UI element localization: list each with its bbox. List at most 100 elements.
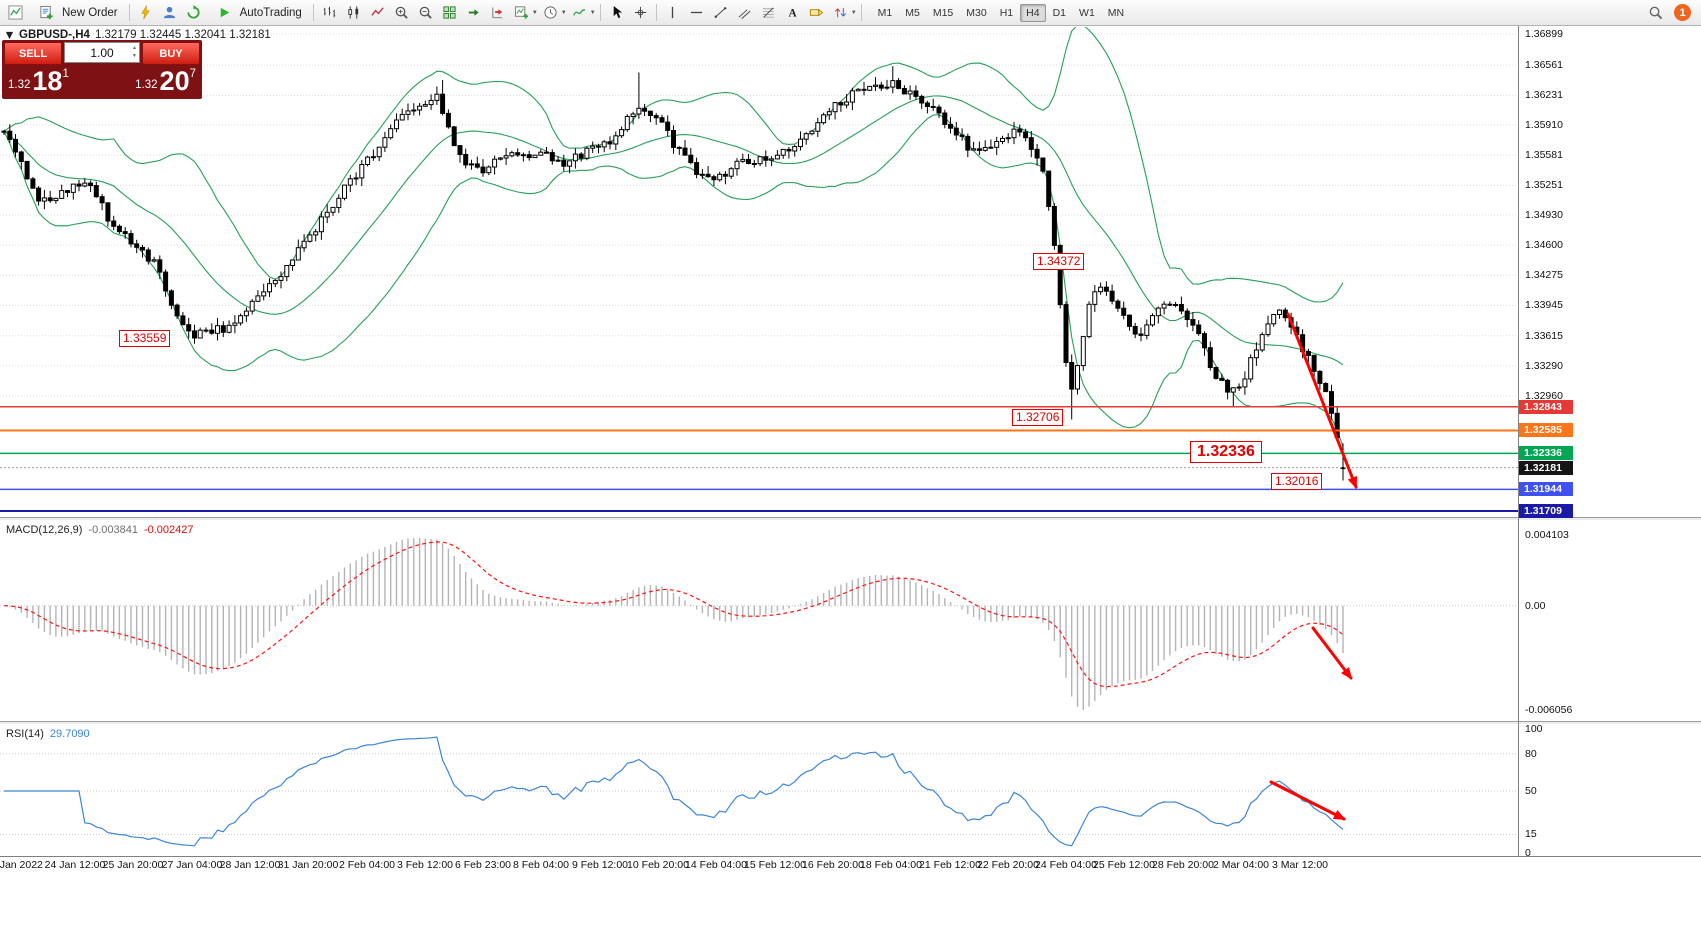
- cursor-icon[interactable]: [605, 1, 628, 24]
- timeframe-button-m1[interactable]: M1: [877, 6, 893, 19]
- timeframe-button-w1[interactable]: W1: [1079, 6, 1095, 19]
- candle-body: [1040, 157, 1046, 172]
- candlestick-chart-icon[interactable]: [342, 1, 365, 24]
- candle-body: [93, 185, 99, 198]
- spin-up-icon[interactable]: ▲: [132, 45, 137, 51]
- chevron-down-icon[interactable]: ▼: [531, 9, 538, 16]
- timeframe-button-m5[interactable]: M5: [905, 6, 920, 19]
- volume-input[interactable]: 1.00 ▲ ▼: [64, 42, 140, 63]
- spin-down-icon[interactable]: ▼: [132, 53, 137, 59]
- price-callout-label[interactable]: 1.32016: [1271, 473, 1323, 490]
- line-chart-icon[interactable]: [366, 1, 389, 24]
- ask-point: 7: [189, 68, 196, 80]
- candle-body: [1000, 137, 1005, 142]
- timeframe-button-m15[interactable]: M15: [932, 6, 954, 19]
- level-lines[interactable]: [0, 406, 1518, 512]
- chevron-down-icon[interactable]: ▼: [850, 9, 857, 16]
- candle-body: [492, 158, 498, 168]
- trend-arrow[interactable]: [1286, 312, 1358, 489]
- candle-body: [342, 184, 347, 199]
- candle-body: [1329, 391, 1334, 414]
- sell-button[interactable]: SELL: [4, 42, 62, 65]
- rsi-splitter[interactable]: [0, 721, 1701, 724]
- candle-body: [445, 112, 451, 128]
- chevron-down-icon[interactable]: ▼: [589, 9, 596, 16]
- candle-body: [561, 159, 567, 167]
- candle-body: [584, 147, 590, 159]
- candle-body: [780, 148, 786, 156]
- candle-body: [388, 128, 394, 139]
- clock-icon[interactable]: [539, 1, 562, 24]
- buy-button[interactable]: BUY: [142, 42, 200, 65]
- channel-icon[interactable]: [733, 1, 756, 24]
- candle-body: [896, 80, 902, 89]
- time-axis-tick: 28 Feb 20:00: [1152, 859, 1214, 871]
- macd-name: MACD(12,26,9): [6, 524, 83, 536]
- candle-body: [1069, 362, 1075, 390]
- candle-body: [699, 173, 705, 176]
- candlesticks: [1, 66, 1346, 481]
- rsi-axis-tick: 15: [1525, 828, 1537, 841]
- indicators-icon[interactable]: [568, 1, 591, 24]
- bars-chart-icon[interactable]: [318, 1, 341, 24]
- vertical-line-icon[interactable]: [661, 1, 684, 24]
- macd-splitter[interactable]: [0, 517, 1701, 520]
- time-axis-tick: 18 Feb 04:00: [860, 859, 922, 871]
- timeframe-button-mn[interactable]: MN: [1107, 6, 1125, 19]
- time-axis-tick: 24 Jan 12:00: [44, 859, 106, 871]
- candle-body: [88, 182, 94, 187]
- text-icon[interactable]: A: [781, 1, 804, 24]
- search-icon[interactable]: [1644, 1, 1667, 24]
- trendline-icon[interactable]: [709, 1, 732, 24]
- arrows-icon[interactable]: [829, 1, 852, 24]
- candle-body: [330, 206, 336, 213]
- label-icon[interactable]: [805, 1, 828, 24]
- timeframe-button-d1[interactable]: D1: [1052, 6, 1067, 19]
- candle-body: [111, 220, 117, 227]
- fibonacci-icon[interactable]: [757, 1, 780, 24]
- candle-body: [1150, 315, 1155, 326]
- price-axis-tick: 1.34600: [1525, 239, 1563, 252]
- candle-body: [538, 151, 544, 156]
- candle-body: [647, 110, 653, 116]
- new-chart-icon[interactable]: [510, 1, 533, 24]
- volume-spinner[interactable]: ▲ ▼: [132, 44, 137, 60]
- zoom-out-icon[interactable]: [414, 1, 437, 24]
- price-callout-label[interactable]: 1.32336: [1190, 441, 1262, 463]
- horizontal-line-icon[interactable]: [685, 1, 708, 24]
- annotations[interactable]: [1269, 312, 1358, 821]
- candle-body: [1248, 357, 1254, 380]
- notification-badge[interactable]: 1: [1674, 4, 1691, 21]
- time-axis-tick: 27 Jan 04:00: [161, 859, 223, 871]
- lightning-icon[interactable]: [134, 1, 157, 24]
- candle-body: [1144, 324, 1150, 336]
- timeframe-button-h1[interactable]: H1: [999, 6, 1014, 19]
- price-axis[interactable]: 1.36899 1.36561 1.36231 1.35910 1.35581 1.352…: [1519, 0, 1701, 859]
- user-icon[interactable]: [158, 1, 181, 24]
- chart-shift-icon[interactable]: [486, 1, 509, 24]
- autotrading-button[interactable]: AutoTrading: [206, 0, 309, 27]
- timeframe-button-h4[interactable]: H4: [1020, 3, 1046, 22]
- price-axis-tick: 1.33290: [1525, 359, 1563, 372]
- price-callout-label[interactable]: 1.34372: [1033, 253, 1085, 270]
- trend-arrow[interactable]: [1311, 626, 1353, 680]
- price-callout-label[interactable]: 1.32706: [1012, 409, 1064, 426]
- candle-body: [186, 324, 192, 332]
- candle-body: [1051, 206, 1057, 246]
- zoom-in-icon[interactable]: [390, 1, 413, 24]
- recycle-icon[interactable]: [182, 1, 205, 24]
- chevron-down-icon[interactable]: ▼: [560, 9, 567, 16]
- candle-body: [336, 197, 342, 209]
- time-axis-tick: 21 Jan 2022: [0, 859, 43, 871]
- price-callout-label[interactable]: 1.33559: [119, 330, 171, 347]
- macd-main-value: -0.003841: [88, 524, 138, 536]
- trend-arrow[interactable]: [1269, 780, 1346, 821]
- tile-windows-icon[interactable]: [438, 1, 461, 24]
- candle-body: [555, 159, 561, 162]
- auto-scroll-icon[interactable]: [462, 1, 485, 24]
- toolbar: New Order AutoTrading ▼ ▼ ▼: [0, 0, 1701, 26]
- new-order-button[interactable]: New Order: [28, 0, 125, 27]
- crosshair-icon[interactable]: [629, 1, 652, 24]
- timeframe-button-m30[interactable]: M30: [966, 6, 987, 19]
